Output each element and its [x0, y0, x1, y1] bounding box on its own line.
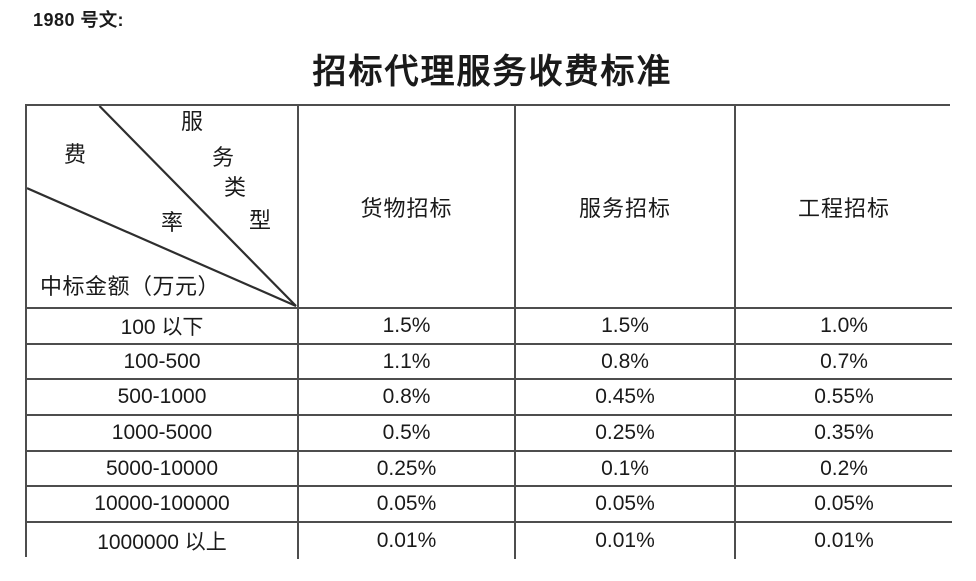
- rate-cell: 0.25%: [299, 451, 516, 488]
- rate-cell: 0.8%: [299, 380, 516, 417]
- rate-cell: 1.5%: [516, 309, 736, 345]
- rate-cell: 0.35%: [736, 416, 952, 452]
- corner-axis-service-type-char: 服: [181, 109, 204, 134]
- column-header-services: 服务招标: [516, 106, 736, 309]
- column-header-goods: 货物招标: [299, 106, 516, 309]
- rate-cell: 0.01%: [299, 523, 516, 559]
- rate-cell: 0.1%: [516, 451, 736, 488]
- diagonal-line-lower: [27, 187, 297, 307]
- row-label-cell: 10000-100000: [27, 487, 299, 524]
- corner-axis-service-type-char: 类: [224, 175, 247, 200]
- rate-cell: 1.5%: [299, 309, 516, 345]
- corner-axis-service-type-char: 务: [212, 145, 235, 170]
- rate-cell: 0.5%: [299, 416, 516, 452]
- title-container: 招标代理服务收费标准: [25, 44, 960, 93]
- fee-standard-table: 服 务 类 型 费 率 中标金额（万元） 货物招标 服务招标 工程招标 100 …: [25, 104, 952, 559]
- rate-cell: 0.01%: [516, 523, 736, 559]
- page-title: 招标代理服务收费标准: [312, 54, 673, 91]
- column-header-works: 工程招标: [736, 106, 952, 309]
- corner-header-cell: 服 务 类 型 费 率 中标金额（万元）: [27, 106, 299, 309]
- rate-cell: 0.05%: [299, 487, 516, 524]
- rate-cell: 0.45%: [516, 380, 736, 417]
- rate-cell: 0.05%: [736, 487, 952, 524]
- row-label-cell: 1000-5000: [27, 416, 299, 452]
- corner-axis-service-type-char: 型: [249, 208, 272, 233]
- corner-axis-amount-label: 中标金额（万元）: [40, 274, 221, 299]
- rate-cell: 0.2%: [736, 451, 952, 488]
- diagonal-line-upper: [98, 106, 297, 307]
- row-label-cell: 100 以下: [27, 309, 299, 345]
- rate-cell: 0.05%: [516, 487, 736, 524]
- rate-cell: 0.8%: [516, 344, 736, 381]
- row-label-cell: 1000000 以上: [27, 523, 299, 559]
- rate-cell: 1.1%: [299, 344, 516, 381]
- rate-cell: 0.7%: [736, 344, 952, 381]
- rate-cell: 0.55%: [736, 380, 952, 417]
- row-label-cell: 5000-10000: [27, 451, 299, 488]
- diagonal-divider-lines: [27, 106, 297, 307]
- document-ref-number: 1980 号文:: [33, 10, 125, 30]
- rate-cell: 0.25%: [516, 416, 736, 452]
- row-label-cell: 100-500: [27, 344, 299, 381]
- rate-cell: 0.01%: [736, 523, 952, 559]
- corner-axis-rate-char: 费: [64, 142, 87, 167]
- row-label-cell: 500-1000: [27, 380, 299, 417]
- corner-axis-rate-char: 率: [161, 210, 184, 235]
- rate-cell: 1.0%: [736, 309, 952, 345]
